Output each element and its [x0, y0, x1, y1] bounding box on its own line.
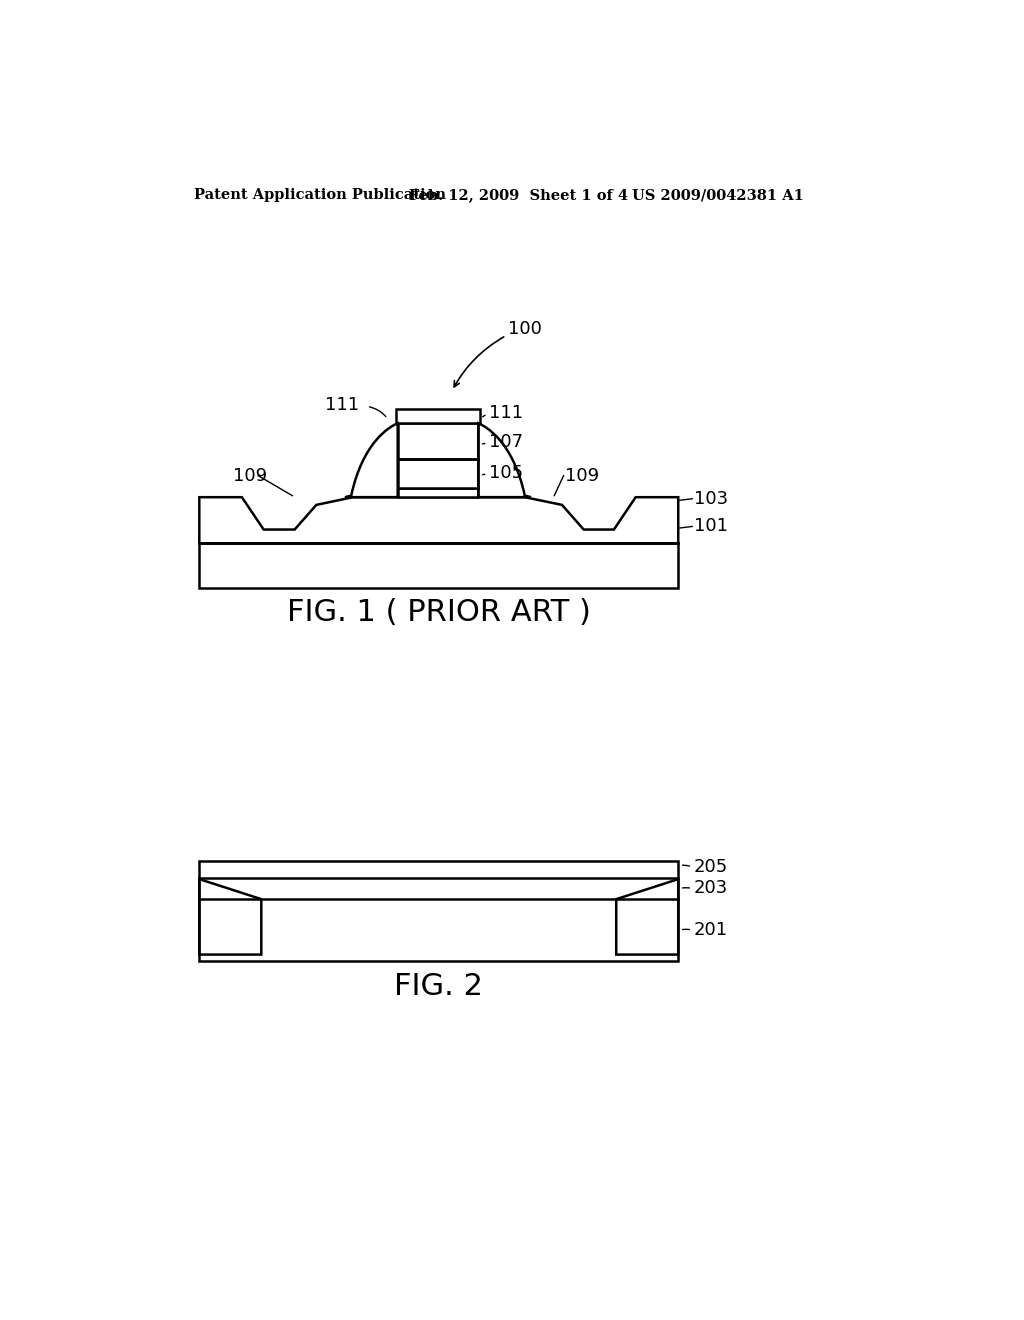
Text: 111: 111	[325, 396, 359, 413]
Text: 103: 103	[693, 490, 728, 508]
Bar	[397, 488, 478, 498]
Text: 205: 205	[693, 858, 728, 875]
Text: 105: 105	[489, 463, 523, 482]
Bar	[200, 861, 678, 961]
Bar	[396, 409, 480, 424]
Text: 203: 203	[693, 879, 728, 898]
Text: 100: 100	[508, 321, 542, 338]
Text: 201: 201	[693, 921, 728, 939]
Text: 107: 107	[489, 433, 523, 450]
Text: 109: 109	[232, 467, 266, 484]
Text: 111: 111	[489, 404, 523, 421]
Text: FIG. 2: FIG. 2	[394, 973, 483, 1002]
Bar	[397, 424, 478, 488]
Text: 101: 101	[693, 517, 728, 536]
Text: Feb. 12, 2009  Sheet 1 of 4: Feb. 12, 2009 Sheet 1 of 4	[409, 189, 628, 202]
Text: FIG. 1 ( PRIOR ART ): FIG. 1 ( PRIOR ART )	[287, 598, 591, 627]
Bar	[200, 544, 678, 589]
Text: Patent Application Publication: Patent Application Publication	[194, 189, 445, 202]
Text: US 2009/0042381 A1: US 2009/0042381 A1	[632, 189, 804, 202]
Text: 109: 109	[565, 467, 599, 484]
